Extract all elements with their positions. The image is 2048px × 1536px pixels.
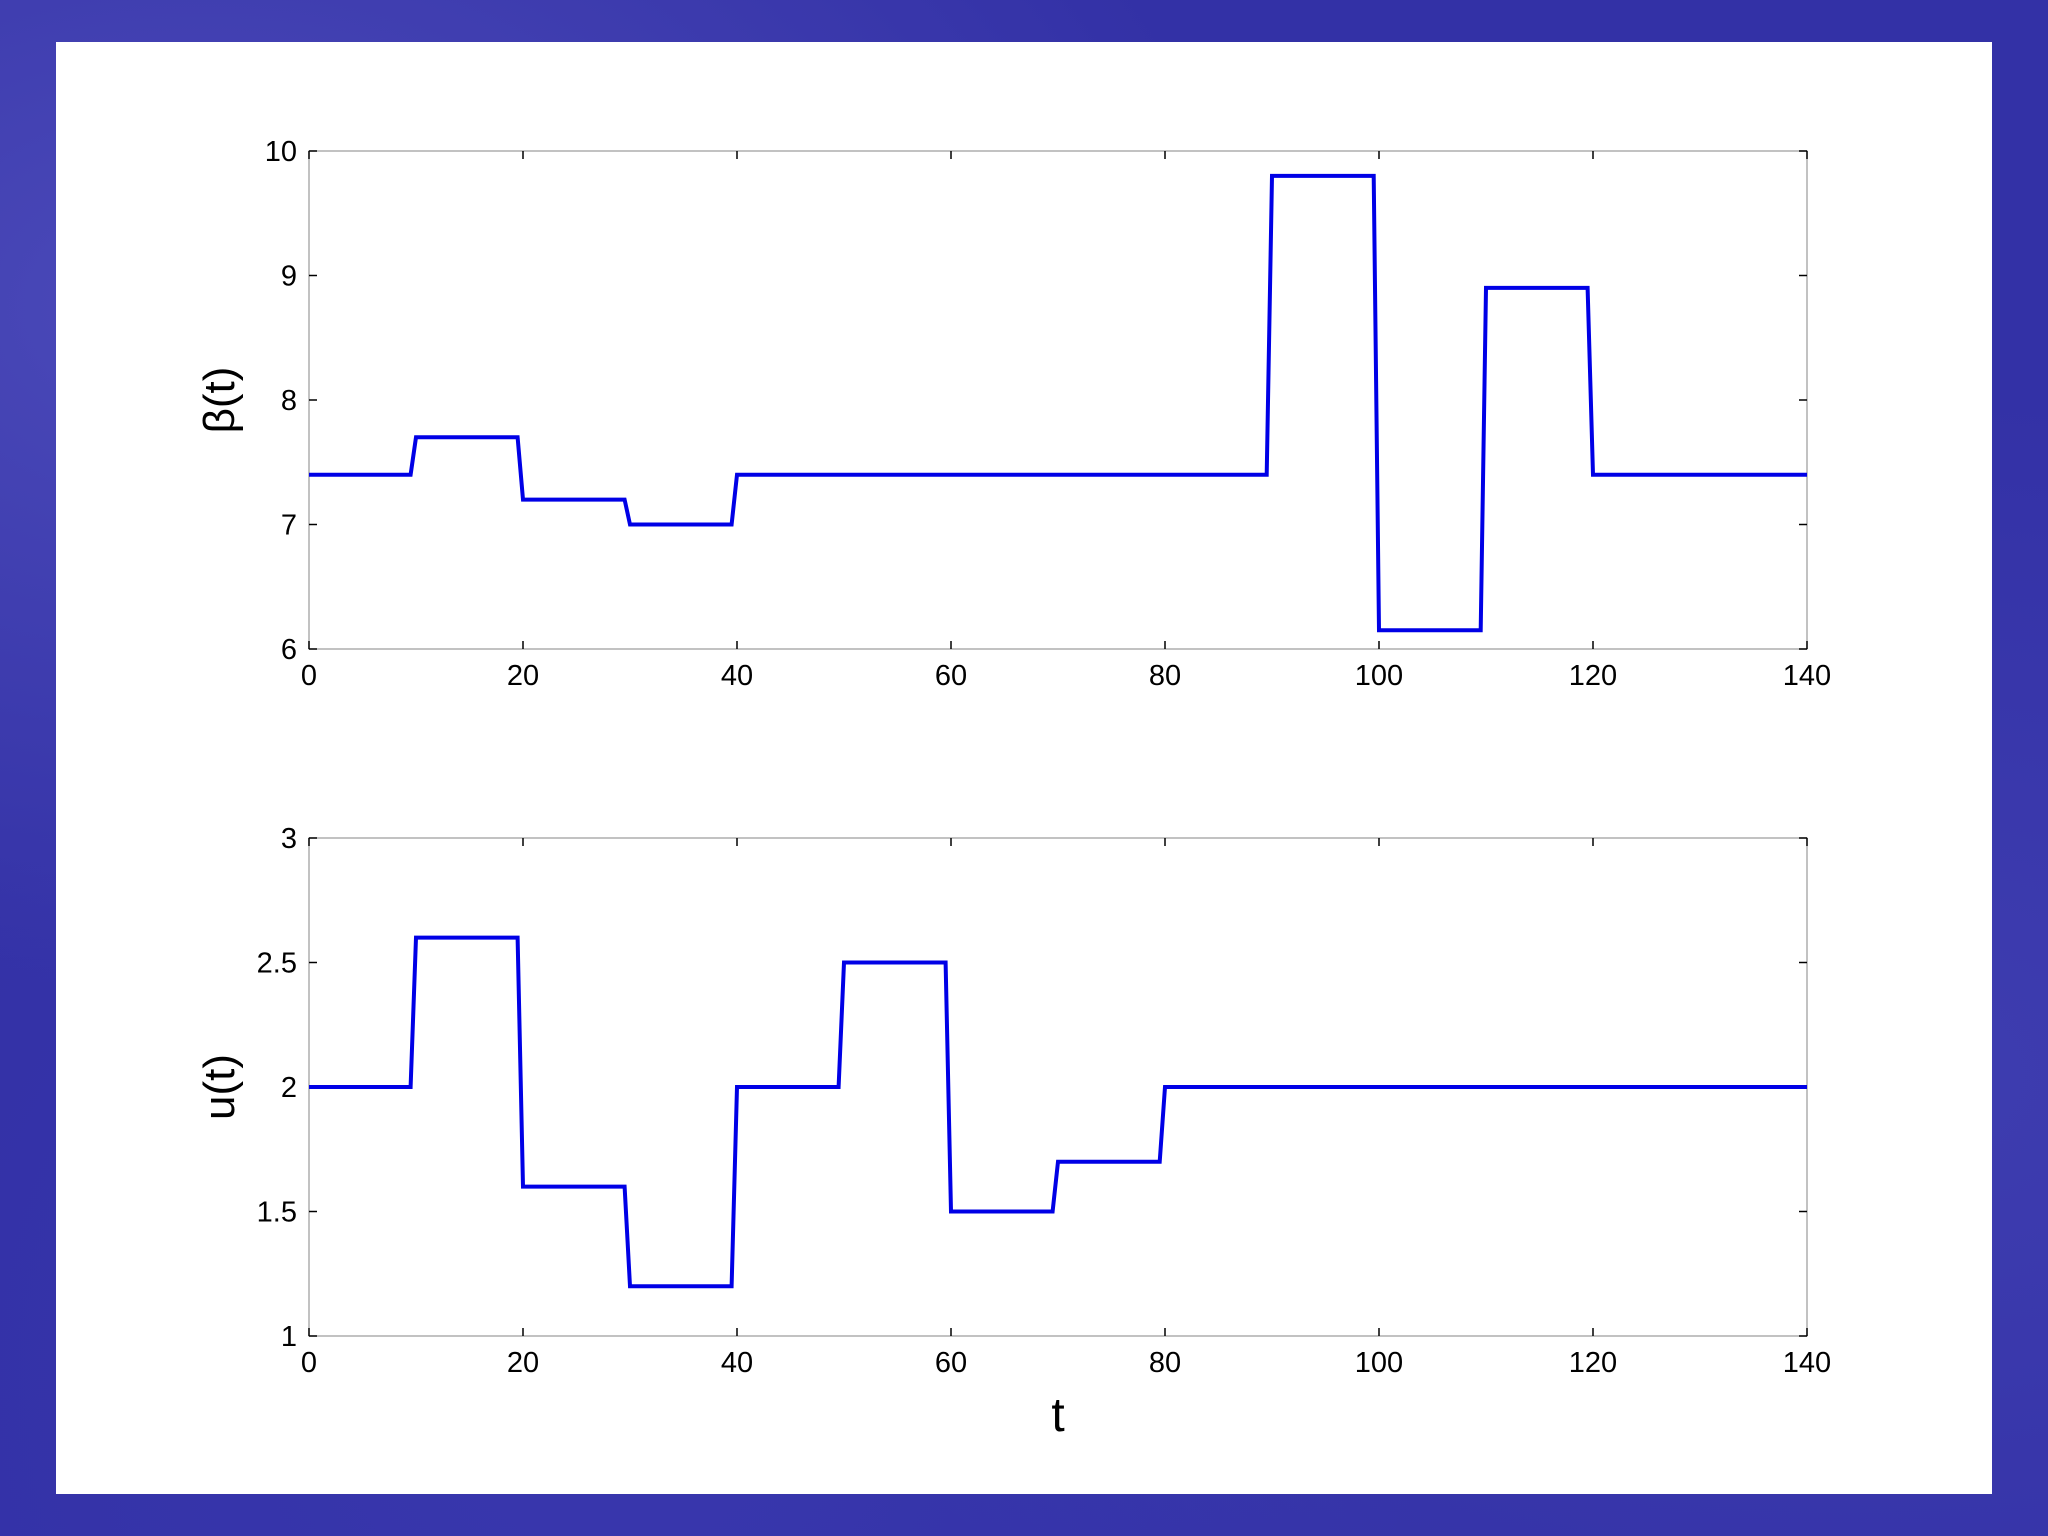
beta-x-tick-label: 140	[1783, 660, 1831, 692]
u-x-axis-label: t	[1051, 1389, 1064, 1442]
beta-y-tick-label: 6	[281, 634, 297, 666]
plot-u: 0 20 40 60 80 100 120 140 1 1.5 2 2.5 3 u(t) t	[195, 823, 1831, 1442]
plot-beta: 0 20 40 60 80 100 120 140 6 7 8 9 10 β(t)	[195, 136, 1831, 692]
u-y-axis-label: u(t)	[195, 1054, 244, 1120]
beta-y-tick-label: 8	[281, 385, 297, 417]
u-x-tick-label: 20	[507, 1347, 539, 1379]
u-y-tick-label: 1	[281, 1321, 297, 1353]
beta-y-tick-label: 7	[281, 510, 297, 542]
u-y-tick-label: 1.5	[257, 1197, 297, 1229]
u-x-tick-label: 60	[935, 1347, 967, 1379]
u-series-line	[309, 935, 1807, 1289]
beta-x-tick-label: 40	[721, 660, 753, 692]
u-x-tick-label: 40	[721, 1347, 753, 1379]
u-x-tick-label: 140	[1783, 1347, 1831, 1379]
beta-axes-frame	[308, 150, 1808, 650]
beta-x-tick-label: 100	[1355, 660, 1403, 692]
beta-x-tick-label: 20	[507, 660, 539, 692]
beta-series-line	[309, 173, 1807, 633]
beta-x-tick-label: 80	[1149, 660, 1181, 692]
slide-panel: 0 20 40 60 80 100 120 140 6 7 8 9 10 β(t) 0 20 40 60 80 10…	[56, 42, 1992, 1494]
beta-y-tick-label: 9	[281, 261, 297, 293]
u-y-tick-label: 2	[281, 1072, 297, 1104]
u-x-tick-label: 0	[301, 1347, 317, 1379]
beta-x-tick-label: 120	[1569, 660, 1617, 692]
beta-x-tick-label: 0	[301, 660, 317, 692]
beta-y-tick-label: 10	[265, 136, 297, 168]
u-y-tick-label: 3	[281, 823, 297, 855]
u-x-tick-label: 100	[1355, 1347, 1403, 1379]
beta-x-tick-label: 60	[935, 660, 967, 692]
u-x-tick-label: 80	[1149, 1347, 1181, 1379]
u-y-tick-label: 2.5	[257, 948, 297, 980]
beta-y-axis-label: β(t)	[195, 367, 244, 434]
u-x-tick-label: 120	[1569, 1347, 1617, 1379]
